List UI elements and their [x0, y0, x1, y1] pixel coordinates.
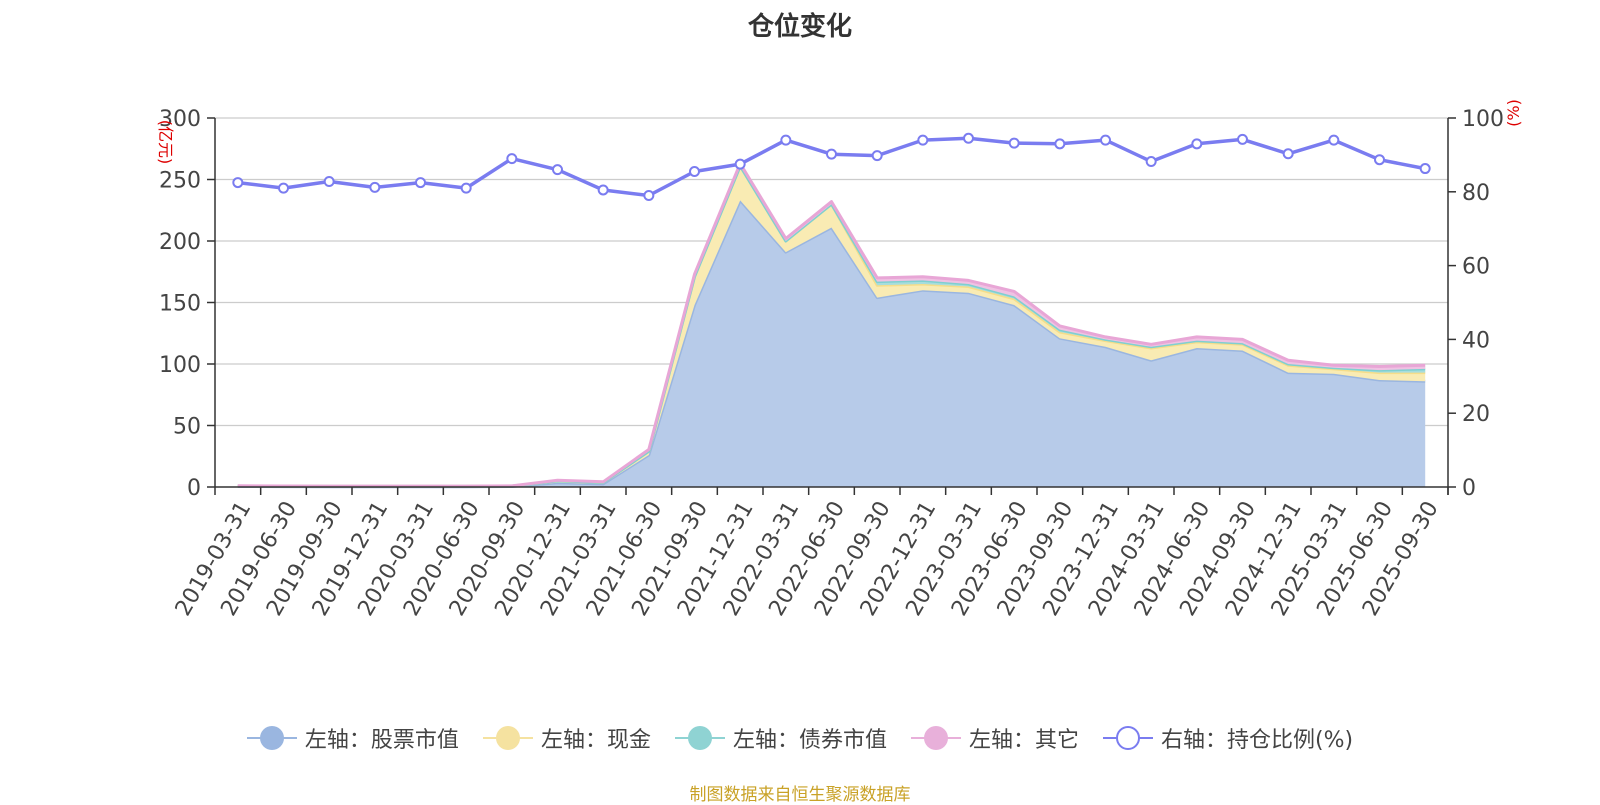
- right-axis-tick-label: 0: [1462, 476, 1476, 501]
- legend-item-cash[interactable]: 左轴：现金: [482, 722, 651, 754]
- legend-marker-icon: [910, 725, 961, 751]
- legend-label: 左轴：股票市值: [304, 728, 459, 753]
- area-edge-左轴：其它: [237, 162, 1426, 488]
- position-ratio-point: [826, 148, 837, 160]
- legend-item-position-ratio[interactable]: 右轴：持仓比例(%): [1102, 722, 1354, 754]
- position-ratio-point: [597, 184, 609, 196]
- legend-dot: [1115, 726, 1140, 750]
- legend-item-other[interactable]: 左轴：其它: [910, 722, 1079, 754]
- legend-label: 左轴：债券市值: [732, 728, 887, 753]
- position-ratio-point: [1008, 137, 1020, 149]
- position-ratio-point: [1191, 138, 1203, 150]
- left-axis-tick-label: 250: [159, 169, 201, 194]
- position-ratio-point: [1100, 134, 1111, 146]
- data-source-note: 制图数据来自恒生聚源数据库: [689, 785, 911, 805]
- position-ratio-point: [232, 177, 244, 189]
- legend-item-bond[interactable]: 左轴：债券市值: [674, 722, 887, 754]
- right-axis-tick-label: 80: [1462, 181, 1490, 206]
- position-ratio-point: [1374, 154, 1385, 166]
- position-ratio-point: [1054, 138, 1066, 150]
- legend-item-stock[interactable]: 左轴：股票市值: [246, 722, 459, 754]
- legend-marker-icon: [674, 725, 725, 751]
- left-axis-tick-label: 50: [173, 415, 201, 440]
- position-ratio-point: [871, 150, 883, 162]
- position-ratio-point: [734, 158, 746, 170]
- position-ratio-point: [460, 182, 472, 194]
- position-ratio-point: [1328, 134, 1340, 146]
- right-axis-tick-label: 60: [1462, 255, 1490, 280]
- right-axis-unit: (%): [1504, 99, 1523, 127]
- position-ratio-point: [780, 134, 792, 146]
- position-ratio-point: [278, 182, 289, 194]
- legend-marker-icon: [482, 725, 533, 751]
- left-axis-tick-label: 150: [159, 292, 201, 317]
- right-axis-tick-label: 40: [1462, 328, 1490, 353]
- position-ratio-point: [1282, 148, 1294, 160]
- legend-label: 左轴：现金: [540, 728, 651, 753]
- left-axis-tick-label: 0: [187, 476, 201, 501]
- position-ratio-point: [1419, 163, 1431, 175]
- left-axis-tick-label: 200: [159, 230, 201, 255]
- position-ratio-point: [552, 164, 563, 176]
- area-左轴：股票市值: [237, 200, 1426, 487]
- position-ratio-point: [643, 189, 655, 201]
- legend-dot: [687, 726, 712, 750]
- position-ratio-line: [237, 136, 1426, 198]
- position-ratio-point: [917, 134, 929, 146]
- left-axis-unit: (亿元): [156, 120, 175, 165]
- legend-dot: [495, 726, 520, 750]
- legend-label: 左轴：其它: [968, 728, 1079, 753]
- right-axis-tick-label: 20: [1462, 402, 1490, 427]
- legend-label: 右轴：持仓比例(%): [1160, 728, 1354, 753]
- legend-dot: [923, 726, 948, 750]
- legend: 左轴：股票市值 左轴：现金 左轴：债券市值 左轴：其它 右轴：持仓比例(%): [0, 722, 1600, 754]
- position-ratio-point: [963, 132, 974, 144]
- legend-marker-icon: [1102, 725, 1153, 751]
- position-ratio-point: [1237, 133, 1248, 145]
- position-ratio-point: [369, 181, 381, 193]
- position-ratio-point: [1145, 156, 1157, 168]
- left-axis-tick-label: 300: [159, 107, 201, 132]
- position-ratio-point: [323, 175, 335, 187]
- position-ratio-point: [689, 166, 700, 178]
- legend-dot: [259, 726, 284, 750]
- position-ratio-point: [415, 177, 426, 189]
- left-axis-tick-label: 100: [159, 353, 201, 378]
- right-axis-tick-label: 100: [1462, 107, 1504, 132]
- position-ratio-point: [506, 153, 518, 165]
- legend-marker-icon: [246, 725, 297, 751]
- chart-title: 仓位变化: [747, 12, 852, 42]
